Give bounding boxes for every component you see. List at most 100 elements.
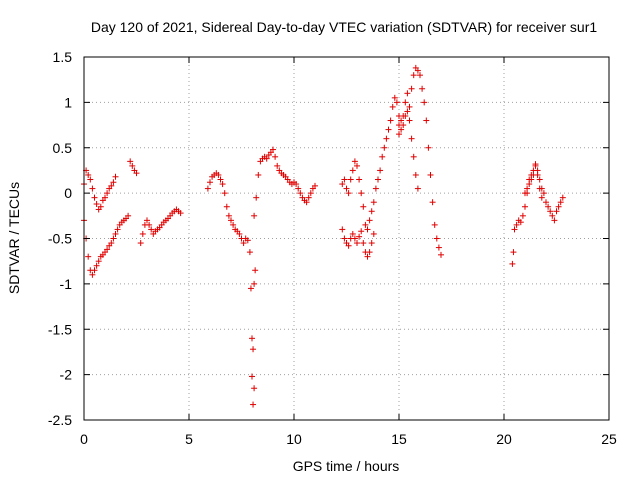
data-point — [510, 249, 517, 256]
data-point — [303, 199, 310, 206]
data-point — [414, 67, 421, 74]
data-point — [112, 173, 119, 180]
data-point — [551, 217, 558, 224]
data-point — [127, 158, 134, 165]
data-point — [383, 135, 390, 142]
y-tick-label: -1.5 — [48, 321, 72, 337]
data-point — [146, 221, 153, 228]
data-point — [91, 194, 98, 201]
data-point — [393, 99, 400, 106]
data-point — [385, 126, 392, 133]
data-point — [524, 185, 531, 192]
data-point — [89, 185, 96, 192]
chart-title: Day 120 of 2021, Sidereal Day-to-day VTE… — [91, 19, 597, 35]
data-point — [417, 72, 423, 79]
data-point — [349, 167, 356, 174]
data-point — [400, 122, 407, 129]
data-point — [93, 262, 100, 269]
data-point — [362, 221, 369, 228]
data-point — [358, 190, 365, 197]
data-point — [295, 185, 302, 192]
y-tick-label: 0.5 — [53, 140, 73, 156]
y-tick-label: 0 — [64, 185, 72, 201]
data-point — [555, 203, 562, 210]
data-point — [429, 199, 436, 206]
data-point — [272, 153, 279, 160]
data-point — [347, 176, 354, 183]
data-point — [85, 253, 92, 260]
data-point — [545, 203, 552, 210]
data-point — [389, 103, 396, 110]
data-point — [85, 171, 92, 178]
data-point — [274, 162, 281, 169]
data-point — [530, 167, 537, 174]
data-point — [387, 117, 394, 124]
data-points — [81, 64, 566, 408]
data-point — [356, 176, 363, 183]
data-point — [427, 171, 434, 178]
data-point — [406, 117, 413, 124]
data-point — [250, 346, 257, 353]
data-point — [204, 185, 211, 192]
data-point — [354, 162, 360, 169]
data-point — [433, 235, 440, 242]
data-point — [270, 146, 276, 153]
y-tick-label: -2.5 — [48, 412, 72, 428]
data-point — [297, 190, 304, 197]
data-point — [133, 170, 140, 177]
data-point — [223, 203, 230, 210]
data-point — [522, 203, 528, 210]
data-point — [110, 235, 117, 242]
data-point — [438, 251, 444, 258]
data-point — [95, 258, 102, 265]
data-point — [412, 171, 419, 178]
data-point — [87, 176, 94, 183]
data-point — [110, 179, 117, 186]
data-point — [125, 212, 132, 219]
data-point — [108, 182, 115, 189]
data-point — [543, 199, 549, 206]
data-point — [402, 112, 409, 119]
data-point — [108, 240, 115, 247]
data-point — [360, 203, 367, 210]
data-point — [534, 171, 541, 178]
data-point — [381, 144, 388, 151]
data-point — [396, 131, 402, 138]
data-point — [240, 240, 247, 247]
data-point — [341, 176, 348, 183]
data-point — [247, 285, 254, 292]
data-point — [91, 267, 98, 274]
data-point — [215, 171, 222, 178]
data-point — [377, 167, 384, 174]
y-tick-label: 1.5 — [53, 49, 73, 65]
data-point — [509, 260, 516, 267]
data-point — [293, 181, 300, 188]
data-point — [246, 249, 253, 256]
data-point — [249, 373, 255, 380]
data-point — [251, 212, 258, 219]
data-point — [410, 72, 417, 79]
data-point — [356, 233, 363, 240]
data-point — [406, 103, 413, 110]
data-point — [148, 226, 155, 233]
x-tick-label: 20 — [496, 431, 512, 447]
data-point — [547, 208, 554, 215]
data-point — [536, 176, 543, 183]
x-tick-label: 25 — [601, 431, 617, 447]
data-point — [351, 158, 358, 165]
data-point — [129, 162, 136, 169]
data-point — [368, 240, 375, 247]
data-point — [391, 94, 398, 101]
data-point — [312, 182, 318, 189]
data-point — [104, 190, 111, 197]
data-point — [559, 194, 566, 201]
data-point — [137, 240, 144, 247]
data-point — [540, 190, 547, 197]
x-axis-label: GPS time / hours — [293, 458, 400, 474]
x-tick-label: 15 — [391, 431, 407, 447]
data-point — [379, 153, 386, 160]
data-point — [538, 194, 545, 201]
data-point — [345, 242, 352, 249]
data-point — [402, 99, 409, 106]
